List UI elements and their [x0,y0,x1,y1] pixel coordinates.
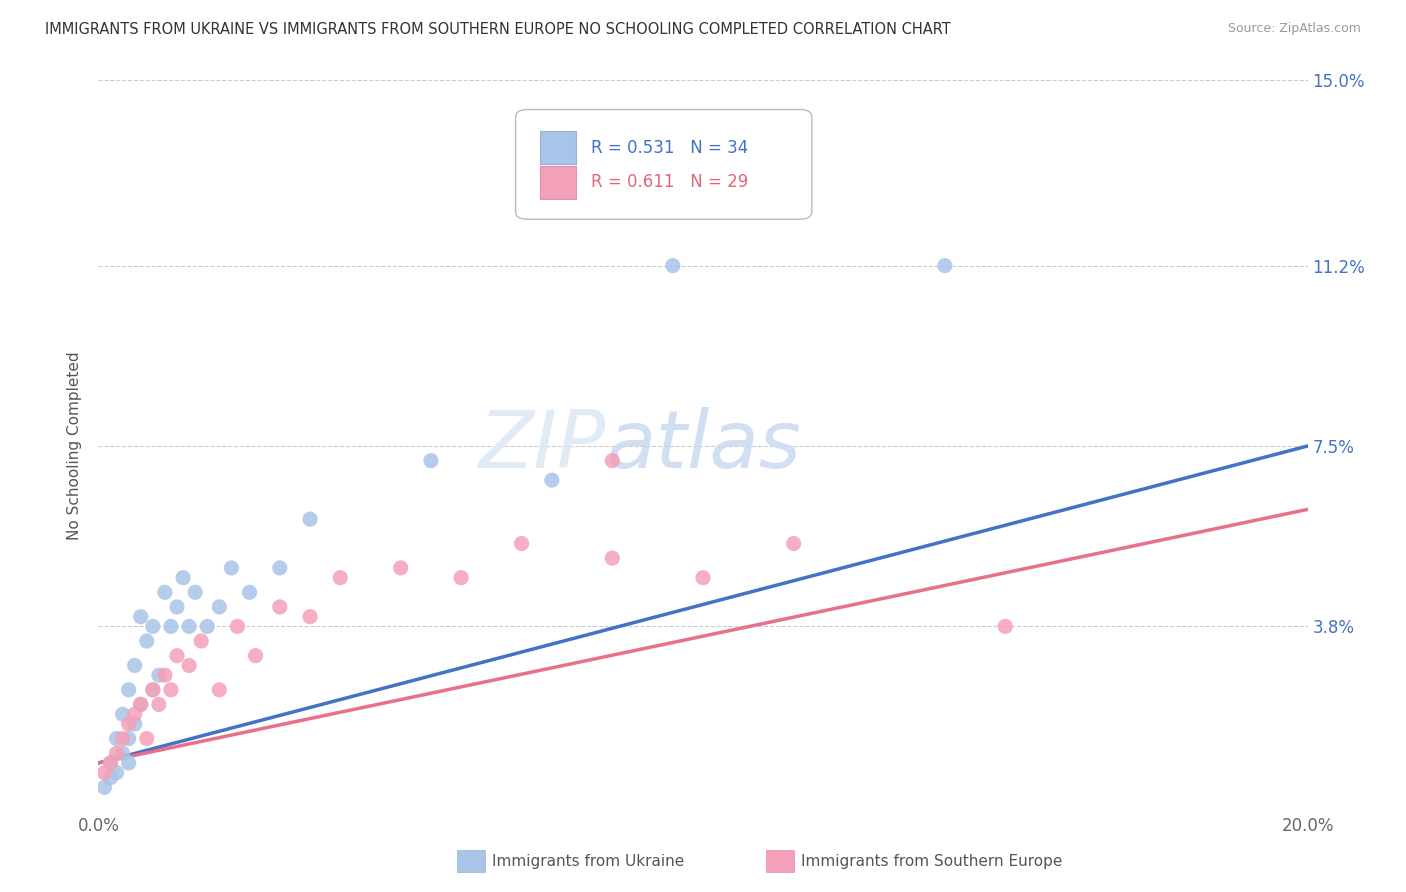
Point [153,585,176,599]
Text: Immigrants from Ukraine: Immigrants from Ukraine [492,855,685,869]
Point [105,731,128,746]
Point [118,731,141,746]
Text: ZIP: ZIP [479,407,606,485]
Text: R = 0.611   N = 29: R = 0.611 N = 29 [591,173,748,191]
Point [389,561,412,575]
Point [100,756,122,770]
Y-axis label: No Schooling Completed: No Schooling Completed [67,351,83,541]
Point [153,668,176,682]
Point [124,717,146,731]
Point [239,585,262,599]
Point [166,599,188,614]
Point [179,658,201,673]
Point [420,453,443,467]
FancyBboxPatch shape [516,110,811,219]
Point [179,619,201,633]
Point [994,619,1017,633]
Point [692,571,714,585]
Point [934,259,956,273]
Point [118,717,141,731]
Point [160,619,183,633]
Text: R = 0.531   N = 34: R = 0.531 N = 34 [591,139,748,157]
Point [100,771,122,785]
Point [129,698,152,712]
Point [142,682,165,697]
Point [135,634,157,648]
Point [105,746,128,760]
Text: IMMIGRANTS FROM UKRAINE VS IMMIGRANTS FROM SOUTHERN EUROPE NO SCHOOLING COMPLETE: IMMIGRANTS FROM UKRAINE VS IMMIGRANTS FR… [45,22,950,37]
Point [208,599,231,614]
Point [124,707,146,722]
Point [105,765,128,780]
Text: Source: ZipAtlas.com: Source: ZipAtlas.com [1227,22,1361,36]
Point [111,746,134,760]
FancyBboxPatch shape [540,166,576,199]
Point [540,473,562,487]
Point [195,619,218,633]
Point [111,731,134,746]
Point [783,536,806,550]
Point [166,648,188,663]
Point [160,682,183,697]
Point [118,682,141,697]
Text: Immigrants from Southern Europe: Immigrants from Southern Europe [801,855,1063,869]
Point [100,756,122,770]
Point [184,585,207,599]
Point [93,780,115,795]
Point [93,765,115,780]
Point [269,561,291,575]
Point [221,561,243,575]
Point [329,571,352,585]
FancyBboxPatch shape [540,131,576,164]
Point [142,619,165,633]
Point [111,707,134,722]
Text: atlas: atlas [606,407,801,485]
Point [510,536,533,550]
Point [226,619,249,633]
Point [299,609,322,624]
Point [135,731,157,746]
Point [602,551,624,566]
Point [269,599,291,614]
Point [129,698,152,712]
Point [661,259,683,273]
Point [190,634,212,648]
Point [148,698,170,712]
Point [245,648,267,663]
Point [142,682,165,697]
Point [148,668,170,682]
Point [172,571,194,585]
Point [299,512,322,526]
Point [602,453,624,467]
Point [208,682,231,697]
Point [129,609,152,624]
Point [450,571,472,585]
Point [118,756,141,770]
Point [124,658,146,673]
